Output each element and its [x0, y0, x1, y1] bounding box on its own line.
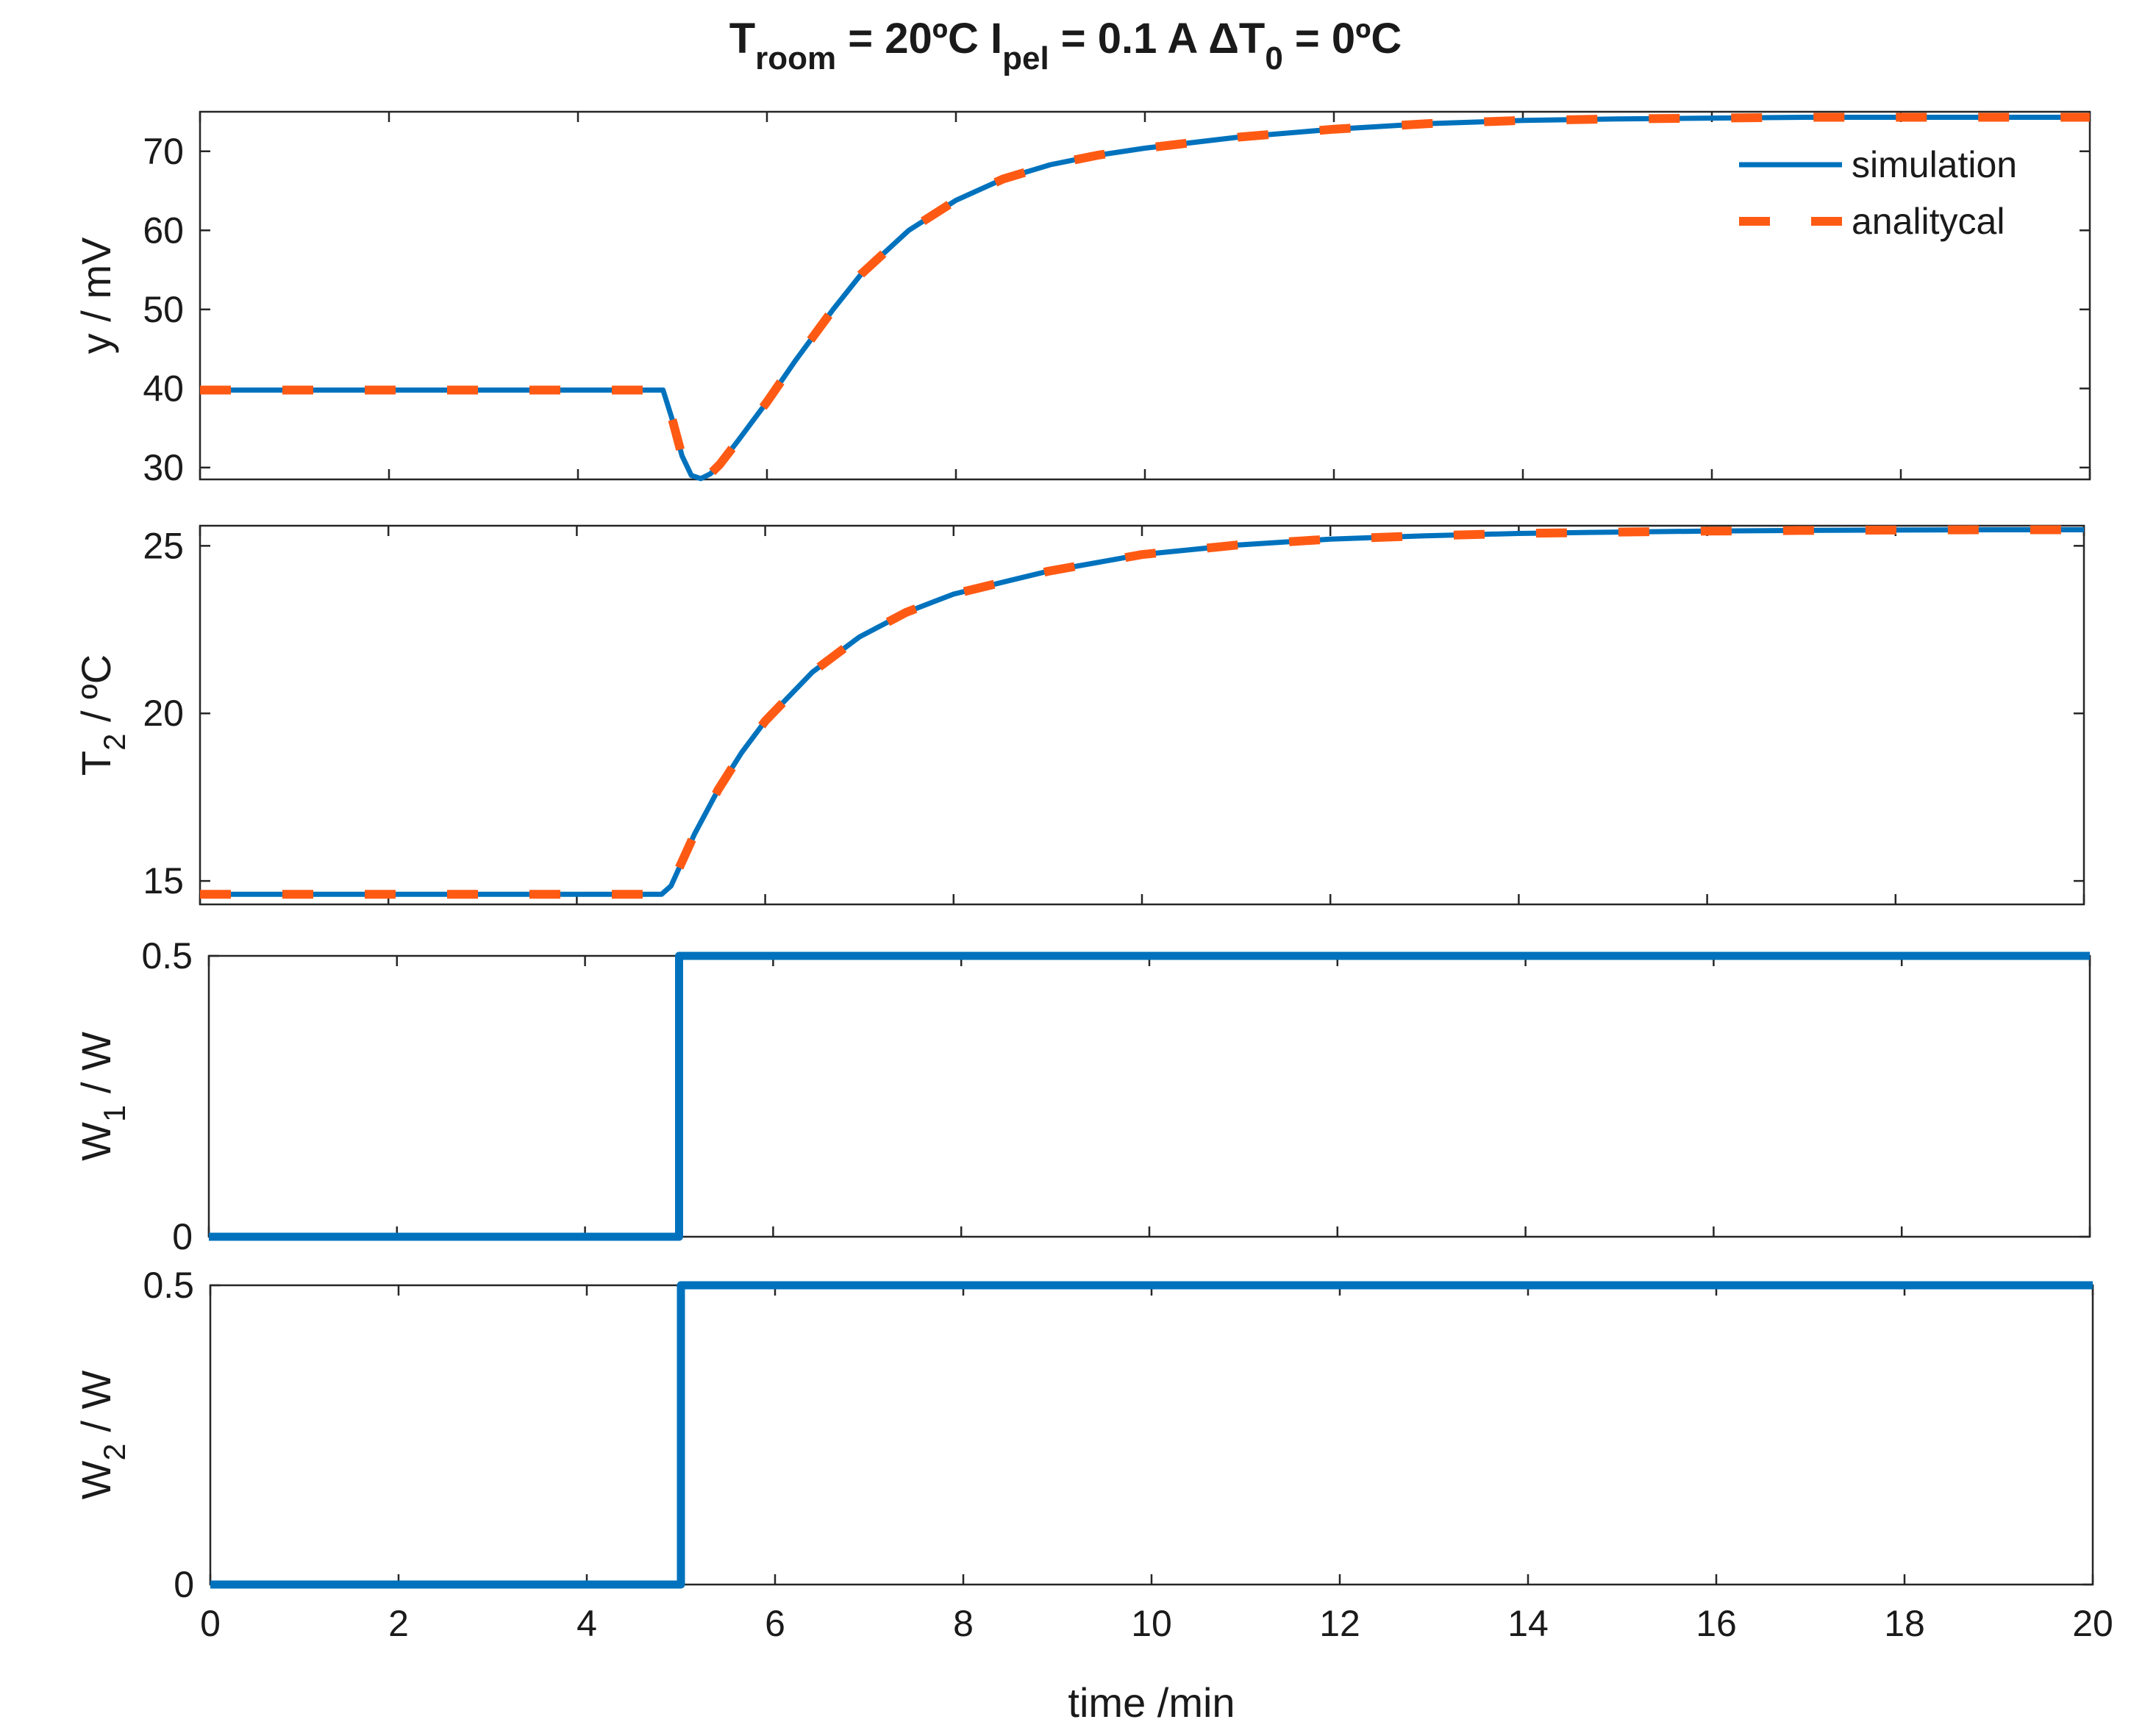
- plot-frame: [199, 524, 2085, 906]
- y-tick-label: 0.5: [143, 1265, 194, 1306]
- x-tick-label: 6: [765, 1603, 785, 1644]
- x-tick-label: 20: [2072, 1603, 2113, 1644]
- y-axis-label-main: W: [73, 1122, 119, 1161]
- y-axis-label: y / mV: [73, 237, 119, 354]
- figure-title: Troom = 20ºC Ipel = 0.1 A ΔT0 = 0ºC: [729, 15, 1402, 76]
- series-line-analytical: [200, 112, 2090, 483]
- y-axis-label: W1 / W: [73, 1032, 132, 1161]
- series-line-analytical: [200, 525, 2084, 899]
- y-axis-label-subscript: 2: [97, 1443, 132, 1460]
- y-axis-label-unit: / W: [73, 1370, 119, 1443]
- y-tick-label: 60: [143, 210, 184, 251]
- y-tick-label: 15: [143, 860, 184, 901]
- title-part: T: [729, 15, 755, 62]
- y-tick-label: 70: [143, 131, 184, 172]
- y-axis-label-unit: / ºC: [73, 654, 119, 734]
- legend-label-simulation: simulation: [1852, 144, 2017, 185]
- y-axis-label-main: T: [73, 751, 119, 776]
- x-tick-label: 14: [1507, 1603, 1549, 1644]
- title-subscript: 0: [1265, 40, 1282, 76]
- x-tick-label: 18: [1884, 1603, 1925, 1644]
- subplot-1: 30 40 50 60 70 y / mV simulation analitycal: [73, 110, 2091, 488]
- title-subscript: pel: [1002, 40, 1049, 76]
- subplot-2: 15 20 25 T2 / ºC: [73, 524, 2085, 906]
- x-tick-label: 2: [388, 1603, 409, 1644]
- y-tick-label: 30: [143, 447, 184, 488]
- y-tick-label: 50: [143, 289, 184, 330]
- y-tick-label: 20: [143, 693, 184, 734]
- series-line-simulation: [209, 951, 2090, 1241]
- x-tick-label: 12: [1319, 1603, 1360, 1644]
- y-axis-label-main: y / mV: [73, 237, 119, 354]
- x-tick-label: 10: [1131, 1603, 1172, 1644]
- x-tick-label: 0: [200, 1603, 221, 1644]
- y-axis-label-unit: / W: [73, 1032, 119, 1105]
- legend: simulation analitycal: [1739, 144, 2017, 242]
- y-tick-label: 0: [172, 1216, 193, 1257]
- title-subscript: room: [755, 40, 836, 76]
- x-tick-label: 4: [577, 1603, 597, 1644]
- subplot-4: 00.5W2 / W0 2 4 6 8 10 12 14 16 18 20: [73, 1265, 2113, 1644]
- x-tick-label: 8: [953, 1603, 974, 1644]
- title-part: = 20ºC I: [836, 15, 1002, 62]
- y-tick-label: 0: [174, 1564, 194, 1605]
- subplot-3: 0 0.5 W1 / W: [73, 935, 2091, 1257]
- plot-frame: [199, 110, 2091, 481]
- title-part: = 0.1 A ΔT: [1049, 15, 1266, 62]
- series-line-simulation: [210, 1281, 2093, 1589]
- title-part: = 0ºC: [1283, 15, 1402, 62]
- y-tick-label: 0.5: [141, 935, 193, 976]
- plot-frame: [207, 954, 2091, 1238]
- y-axis-label-main: W: [73, 1460, 119, 1499]
- y-axis-label: T2 / ºC: [73, 654, 132, 776]
- x-tick-label: 16: [1696, 1603, 1737, 1644]
- x-axis-label: time /min: [1068, 1679, 1235, 1726]
- y-axis-label: W2 / W: [73, 1370, 132, 1499]
- plot-frame: [209, 1284, 2094, 1586]
- y-tick-label: 40: [143, 368, 184, 409]
- y-axis-label-subscript: 1: [97, 1105, 132, 1122]
- y-axis-label-subscript: 2: [97, 734, 132, 751]
- legend-label-analytical: analitycal: [1852, 201, 2005, 242]
- y-tick-label: 25: [143, 525, 184, 566]
